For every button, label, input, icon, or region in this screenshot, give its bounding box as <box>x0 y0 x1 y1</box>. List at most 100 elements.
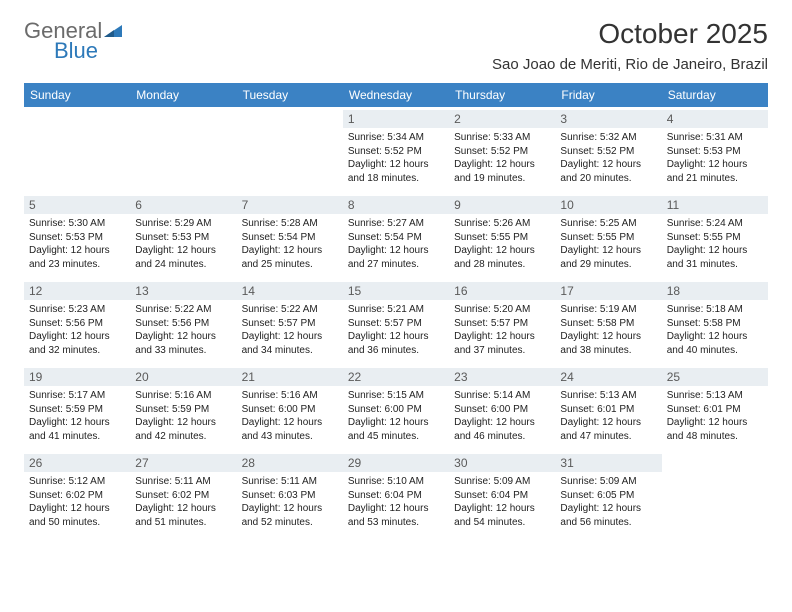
day-info: Sunrise: 5:28 AMSunset: 5:54 PMDaylight:… <box>242 217 338 271</box>
daylight-text: Daylight: 12 hours and 45 minutes. <box>348 416 444 443</box>
sunset-text: Sunset: 5:57 PM <box>454 317 550 331</box>
sunrise-text: Sunrise: 5:18 AM <box>667 303 763 317</box>
day-number <box>237 110 343 128</box>
sunrise-text: Sunrise: 5:17 AM <box>29 389 125 403</box>
sunrise-text: Sunrise: 5:24 AM <box>667 217 763 231</box>
day-cell: 25Sunrise: 5:13 AMSunset: 6:01 PMDayligh… <box>662 365 768 451</box>
day-cell <box>662 451 768 537</box>
sunrise-text: Sunrise: 5:29 AM <box>135 217 231 231</box>
sunset-text: Sunset: 5:59 PM <box>135 403 231 417</box>
day-cell: 19Sunrise: 5:17 AMSunset: 5:59 PMDayligh… <box>24 365 130 451</box>
day-cell: 18 Sunrise: 5:18 AMSunset: 5:58 PMDayligh… <box>662 279 768 365</box>
day-number: 12 <box>24 282 130 300</box>
day-number: 6 <box>130 196 236 214</box>
sunset-text: Sunset: 5:53 PM <box>135 231 231 245</box>
day-cell: 27Sunrise: 5:11 AMSunset: 6:02 PMDayligh… <box>130 451 236 537</box>
day-number: 22 <box>343 368 449 386</box>
daylight-text: Daylight: 12 hours and 19 minutes. <box>454 158 550 185</box>
day-info: Sunrise: 5:24 AMSunset: 5:55 PMDaylight:… <box>667 217 763 271</box>
day-number: 18 <box>662 282 768 300</box>
sunrise-text: Sunrise: 5:33 AM <box>454 131 550 145</box>
day-cell <box>24 107 130 193</box>
day-number: 14 <box>237 282 343 300</box>
daylight-text: Daylight: 12 hours and 48 minutes. <box>667 416 763 443</box>
week-row: 12Sunrise: 5:23 AMSunset: 5:56 PMDayligh… <box>24 279 768 365</box>
day-info: Sunrise: 5:09 AMSunset: 6:04 PMDaylight:… <box>454 475 550 529</box>
day-info: Sunrise: 5:32 AMSunset: 5:52 PMDaylight:… <box>560 131 656 185</box>
sunset-text: Sunset: 5:52 PM <box>454 145 550 159</box>
day-cell: 9Sunrise: 5:26 AMSunset: 5:55 PMDaylight… <box>449 193 555 279</box>
sunset-text: Sunset: 5:53 PM <box>667 145 763 159</box>
week-row: 1Sunrise: 5:34 AMSunset: 5:52 PMDaylight… <box>24 107 768 193</box>
daylight-text: Daylight: 12 hours and 54 minutes. <box>454 502 550 529</box>
daylight-text: Daylight: 12 hours and 28 minutes. <box>454 244 550 271</box>
sunrise-text: Sunrise: 5:31 AM <box>667 131 763 145</box>
day-cell: 5Sunrise: 5:30 AMSunset: 5:53 PMDaylight… <box>24 193 130 279</box>
page-subtitle: Sao Joao de Meriti, Rio de Janeiro, Braz… <box>492 56 768 73</box>
sunrise-text: Sunrise: 5:20 AM <box>454 303 550 317</box>
day-cell: 13Sunrise: 5:22 AMSunset: 5:56 PMDayligh… <box>130 279 236 365</box>
sunrise-text: Sunrise: 5:22 AM <box>135 303 231 317</box>
sunset-text: Sunset: 6:00 PM <box>242 403 338 417</box>
day-info: Sunrise: 5:13 AMSunset: 6:01 PMDaylight:… <box>560 389 656 443</box>
daylight-text: Daylight: 12 hours and 29 minutes. <box>560 244 656 271</box>
day-cell <box>237 107 343 193</box>
daylight-text: Daylight: 12 hours and 46 minutes. <box>454 416 550 443</box>
day-cell: 4Sunrise: 5:31 AMSunset: 5:53 PMDaylight… <box>662 107 768 193</box>
day-number: 3 <box>555 110 661 128</box>
day-number: 17 <box>555 282 661 300</box>
sunset-text: Sunset: 5:53 PM <box>29 231 125 245</box>
day-number: 15 <box>343 282 449 300</box>
day-info: Sunrise: 5:09 AMSunset: 6:05 PMDaylight:… <box>560 475 656 529</box>
weekday-header: Friday <box>555 83 661 107</box>
day-info: Sunrise: 5:16 AMSunset: 6:00 PMDaylight:… <box>242 389 338 443</box>
sunrise-text: Sunrise: 5:19 AM <box>560 303 656 317</box>
day-cell: 28Sunrise: 5:11 AMSunset: 6:03 PMDayligh… <box>237 451 343 537</box>
weekday-header: Wednesday <box>343 83 449 107</box>
day-number: 7 <box>237 196 343 214</box>
daylight-text: Daylight: 12 hours and 56 minutes. <box>560 502 656 529</box>
day-info: Sunrise: 5:22 AMSunset: 5:56 PMDaylight:… <box>135 303 231 357</box>
day-info: Sunrise: 5:13 AMSunset: 6:01 PMDaylight:… <box>667 389 763 443</box>
daylight-text: Daylight: 12 hours and 42 minutes. <box>135 416 231 443</box>
logo-text-blue: Blue <box>54 38 124 64</box>
day-info: Sunrise: 5:20 AMSunset: 5:57 PMDaylight:… <box>454 303 550 357</box>
day-info: Sunrise: 5:21 AMSunset: 5:57 PMDaylight:… <box>348 303 444 357</box>
day-number <box>130 110 236 128</box>
daylight-text: Daylight: 12 hours and 38 minutes. <box>560 330 656 357</box>
sunrise-text: Sunrise: 5:11 AM <box>242 475 338 489</box>
logo-text-block: General Blue <box>24 18 124 64</box>
title-block: October 2025 Sao Joao de Meriti, Rio de … <box>492 18 768 73</box>
day-info: Sunrise: 5:29 AMSunset: 5:53 PMDaylight:… <box>135 217 231 271</box>
day-info: Sunrise: 5:19 AMSunset: 5:58 PMDaylight:… <box>560 303 656 357</box>
sunset-text: Sunset: 6:04 PM <box>454 489 550 503</box>
week-row: 19Sunrise: 5:17 AMSunset: 5:59 PMDayligh… <box>24 365 768 451</box>
sunset-text: Sunset: 5:55 PM <box>667 231 763 245</box>
day-info: Sunrise: 5:33 AMSunset: 5:52 PMDaylight:… <box>454 131 550 185</box>
day-cell: 3 Sunrise: 5:32 AMSunset: 5:52 PMDaylight… <box>555 107 661 193</box>
daylight-text: Daylight: 12 hours and 37 minutes. <box>454 330 550 357</box>
day-cell: 22Sunrise: 5:15 AMSunset: 6:00 PMDayligh… <box>343 365 449 451</box>
day-info: Sunrise: 5:18 AMSunset: 5:58 PMDaylight:… <box>667 303 763 357</box>
sunrise-text: Sunrise: 5:15 AM <box>348 389 444 403</box>
sunset-text: Sunset: 5:54 PM <box>242 231 338 245</box>
day-info: Sunrise: 5:31 AMSunset: 5:53 PMDaylight:… <box>667 131 763 185</box>
daylight-text: Daylight: 12 hours and 21 minutes. <box>667 158 763 185</box>
day-cell: 17 Sunrise: 5:19 AMSunset: 5:58 PMDayligh… <box>555 279 661 365</box>
sunrise-text: Sunrise: 5:11 AM <box>135 475 231 489</box>
logo: General Blue <box>24 18 124 64</box>
sunrise-text: Sunrise: 5:13 AM <box>560 389 656 403</box>
sunrise-text: Sunrise: 5:09 AM <box>560 475 656 489</box>
day-cell: 11 Sunrise: 5:24 AMSunset: 5:55 PMDayligh… <box>662 193 768 279</box>
day-cell: 16Sunrise: 5:20 AMSunset: 5:57 PMDayligh… <box>449 279 555 365</box>
sunrise-text: Sunrise: 5:21 AM <box>348 303 444 317</box>
day-info: Sunrise: 5:12 AMSunset: 6:02 PMDaylight:… <box>29 475 125 529</box>
day-number: 10 <box>555 196 661 214</box>
daylight-text: Daylight: 12 hours and 40 minutes. <box>667 330 763 357</box>
day-number: 24 <box>555 368 661 386</box>
day-number: 11 <box>662 196 768 214</box>
day-number: 29 <box>343 454 449 472</box>
sunrise-text: Sunrise: 5:27 AM <box>348 217 444 231</box>
daylight-text: Daylight: 12 hours and 24 minutes. <box>135 244 231 271</box>
sunset-text: Sunset: 5:52 PM <box>560 145 656 159</box>
